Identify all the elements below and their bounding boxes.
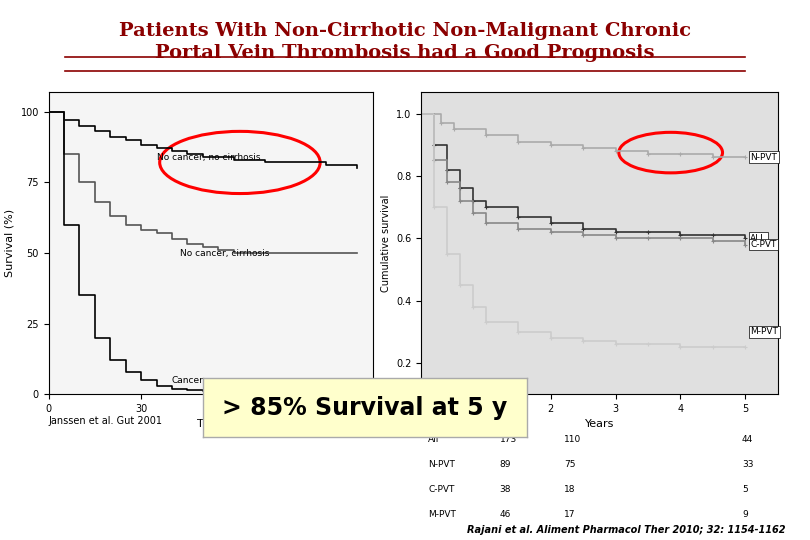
Text: 89: 89 — [500, 460, 511, 469]
Text: 44: 44 — [742, 435, 753, 444]
Text: 173: 173 — [500, 435, 517, 444]
Text: C-PVT: C-PVT — [428, 485, 454, 494]
Text: 5: 5 — [742, 485, 748, 494]
Text: 33: 33 — [742, 460, 753, 469]
Y-axis label: Survival (%): Survival (%) — [5, 209, 15, 277]
Text: Janssen et al. Gut 2001: Janssen et al. Gut 2001 — [49, 416, 163, 426]
Y-axis label: Cumulative survival: Cumulative survival — [381, 194, 390, 292]
Text: No cancer, cirrhosis: No cancer, cirrhosis — [180, 249, 269, 258]
Text: C-PVT: C-PVT — [750, 240, 777, 249]
Text: No cancer, no cirrhosis: No cancer, no cirrhosis — [157, 153, 261, 161]
Text: 9: 9 — [742, 510, 748, 519]
Text: 110: 110 — [564, 435, 581, 444]
Text: 38: 38 — [500, 485, 511, 494]
Text: 75: 75 — [564, 460, 575, 469]
Text: N-PVT: N-PVT — [750, 153, 778, 162]
Text: 18: 18 — [564, 485, 575, 494]
Text: 46: 46 — [500, 510, 511, 519]
Text: N-PVT: N-PVT — [428, 460, 455, 469]
Text: M-PVT: M-PVT — [750, 327, 778, 336]
X-axis label: Time: Time — [197, 420, 224, 429]
Text: All: All — [428, 435, 440, 444]
Text: M-PVT: M-PVT — [428, 510, 456, 519]
Text: Patients at risk:: Patients at risk: — [421, 405, 503, 414]
Text: Cancer: Cancer — [172, 376, 203, 385]
Text: 17: 17 — [564, 510, 575, 519]
Text: Rajani et al. Aliment Pharmacol Ther 2010; 32: 1154-1162: Rajani et al. Aliment Pharmacol Ther 201… — [467, 524, 786, 535]
Text: > 85% Survival at 5 y: > 85% Survival at 5 y — [222, 396, 507, 420]
X-axis label: Years: Years — [585, 420, 614, 429]
Text: Patients With Non-Cirrhotic Non-Malignant Chronic
Portal Vein Thrombosis had a G: Patients With Non-Cirrhotic Non-Malignan… — [119, 22, 691, 62]
Text: ALL: ALL — [750, 234, 766, 243]
